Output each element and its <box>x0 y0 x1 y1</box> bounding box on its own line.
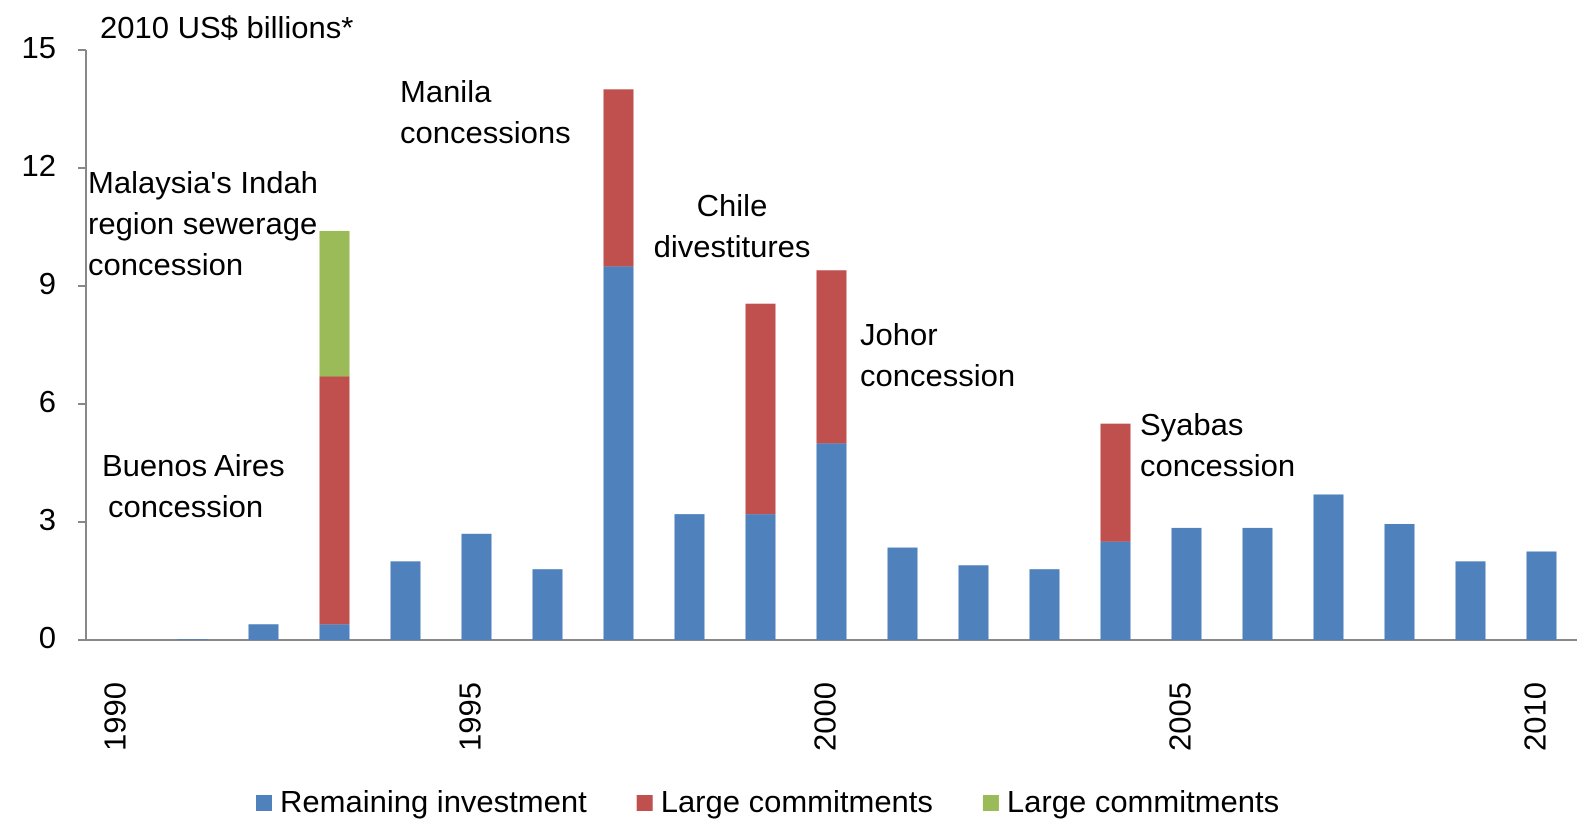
bar <box>390 561 421 640</box>
annotation: Buenos Aires <box>102 448 285 483</box>
bar <box>1100 423 1131 542</box>
y-axis-label: 2010 US$ billions* <box>100 10 353 45</box>
annotation: concession <box>88 247 243 282</box>
y-tick-label: 6 <box>39 384 56 419</box>
annotation: concessions <box>400 115 571 150</box>
bar <box>1384 523 1415 640</box>
annotation: divestitures <box>654 229 811 264</box>
annotation: Manila <box>400 74 492 109</box>
bar <box>958 565 989 640</box>
legend-swatch <box>982 795 999 811</box>
bar <box>319 230 350 377</box>
y-tick-label: 12 <box>22 148 56 183</box>
annotation: Malaysia's Indah <box>88 165 318 200</box>
x-tick-label: 1990 <box>98 682 133 751</box>
y-tick-label: 15 <box>22 30 56 65</box>
annotation: concession <box>108 489 263 524</box>
bar <box>603 266 634 640</box>
y-tick-label: 0 <box>39 620 56 655</box>
bar <box>603 89 634 267</box>
annotation: concession <box>1140 448 1295 483</box>
legend-swatch <box>256 795 272 811</box>
y-tick-label: 9 <box>39 266 56 301</box>
legend-label: Large commitments <box>1007 784 1279 819</box>
bar <box>1100 541 1131 640</box>
bar <box>745 514 776 640</box>
y-tick-label: 3 <box>39 502 56 537</box>
bar <box>461 533 492 640</box>
bar <box>674 514 705 640</box>
bar <box>1029 569 1060 640</box>
bar <box>1171 527 1202 640</box>
bar <box>745 303 776 515</box>
annotation: region sewerage <box>88 206 317 241</box>
bar <box>887 547 918 640</box>
bar <box>1455 561 1486 640</box>
x-tick-label: 1995 <box>453 682 488 751</box>
bar <box>1313 494 1344 640</box>
x-tick-label: 2000 <box>808 682 843 751</box>
bar <box>319 376 350 625</box>
bar <box>1526 551 1557 640</box>
bar <box>532 569 563 640</box>
annotation: Chile <box>697 188 768 223</box>
x-tick-label: 2010 <box>1518 682 1553 751</box>
x-tick-label: 2005 <box>1163 682 1198 751</box>
bar <box>816 443 847 640</box>
bar <box>248 624 279 640</box>
annotation: concession <box>860 358 1015 393</box>
legend-label: Large commitments <box>661 784 933 819</box>
bar <box>319 624 350 640</box>
bar <box>1242 527 1273 640</box>
bar <box>816 270 847 444</box>
bar <box>177 639 208 640</box>
annotation: Syabas <box>1140 407 1243 442</box>
legend-swatch <box>636 795 653 811</box>
annotation: Johor <box>860 317 938 352</box>
legend-label: Remaining investment <box>280 784 587 819</box>
